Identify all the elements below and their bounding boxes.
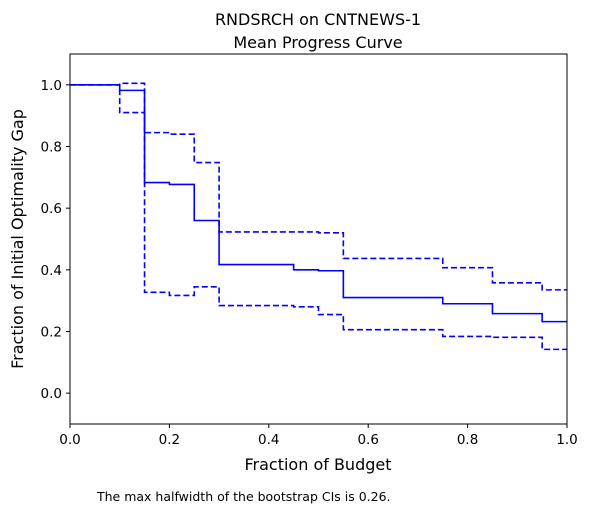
y-axis-label: Fraction of Initial Optimality Gap (8, 109, 27, 369)
x-axis-label: Fraction of Budget (244, 455, 391, 474)
chart-title: RNDSRCH on CNTNEWS-1 (215, 10, 421, 29)
y-tick-label: 0.2 (41, 325, 62, 341)
y-tick-label: 0.4 (41, 263, 62, 279)
plot-frame (69, 53, 568, 425)
y-tick-label: 0.0 (41, 386, 62, 402)
bootstrap-note: The max halfwidth of the bootstrap CIs i… (97, 489, 391, 504)
lower-ci-line (70, 84, 567, 351)
y-tick-label: 0.8 (41, 140, 62, 156)
plot-area (70, 82, 567, 351)
x-tick-label: 0.0 (59, 432, 80, 448)
upper-ci-line (70, 82, 567, 291)
axis-ticks: 0.0 0.2 0.4 0.6 0.8 1.0 0.0 0.2 0.4 0.6 0.8 1.0 (41, 78, 578, 448)
x-tick-label: 0.4 (258, 432, 279, 448)
y-tick-label: 0.6 (41, 201, 62, 217)
y-tick-label: 1.0 (41, 78, 62, 94)
chart-subtitle: Mean Progress Curve (233, 33, 402, 52)
x-tick-label: 1.0 (556, 432, 577, 448)
x-tick-label: 0.6 (357, 432, 378, 448)
x-tick-label: 0.2 (159, 432, 180, 448)
x-tick-label: 0.8 (457, 432, 478, 448)
